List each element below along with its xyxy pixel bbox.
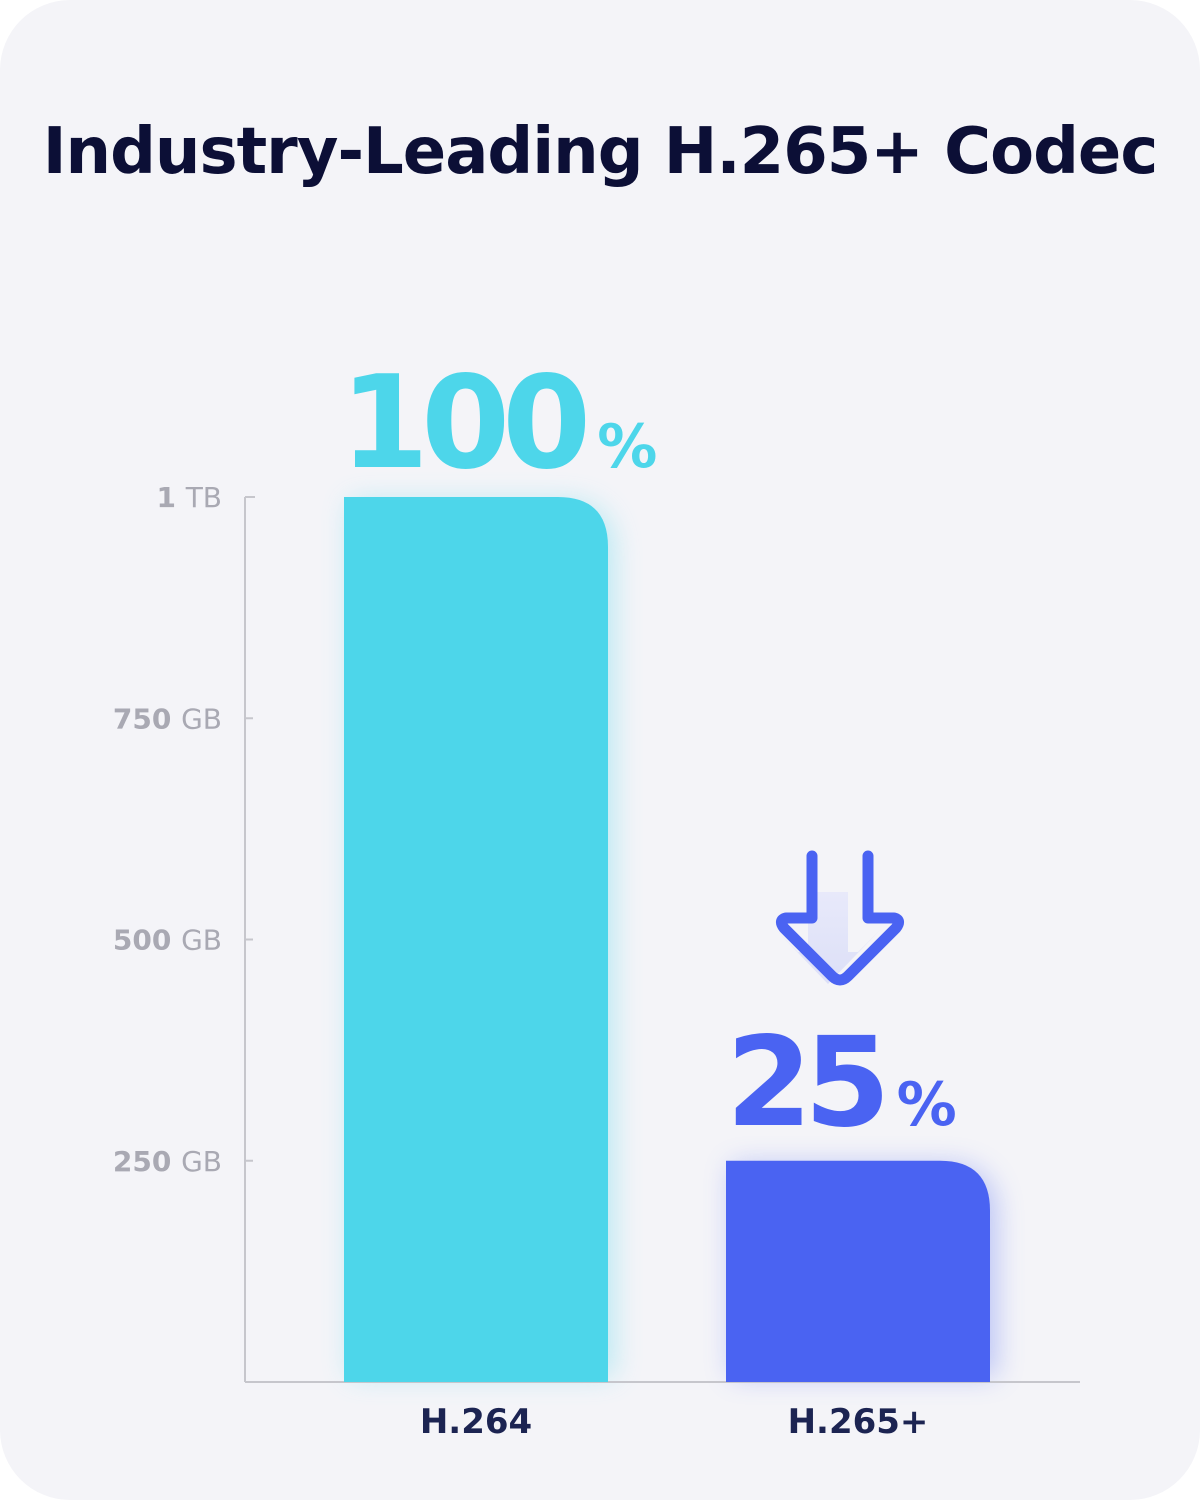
y-tick-label: 1 TB [156, 481, 222, 514]
bar-value-label: 100% [340, 349, 657, 498]
y-tick-label: 250 GB [113, 1145, 222, 1178]
x-category-label: H.265+ [788, 1402, 929, 1442]
x-category-label: H.264 [420, 1402, 532, 1442]
down-arrow-icon [774, 850, 905, 986]
y-tick-label: 750 GB [113, 702, 222, 735]
bar-value-label: 25% [726, 1011, 957, 1155]
bar-h265 [726, 1160, 990, 1382]
chart-title: Industry-Leading H.265+ Codec [42, 115, 1159, 189]
bar-h264 [344, 497, 608, 1382]
y-tick-label: 500 GB [113, 924, 222, 957]
